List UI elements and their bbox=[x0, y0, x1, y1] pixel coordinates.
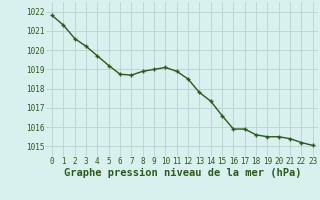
X-axis label: Graphe pression niveau de la mer (hPa): Graphe pression niveau de la mer (hPa) bbox=[64, 168, 301, 178]
